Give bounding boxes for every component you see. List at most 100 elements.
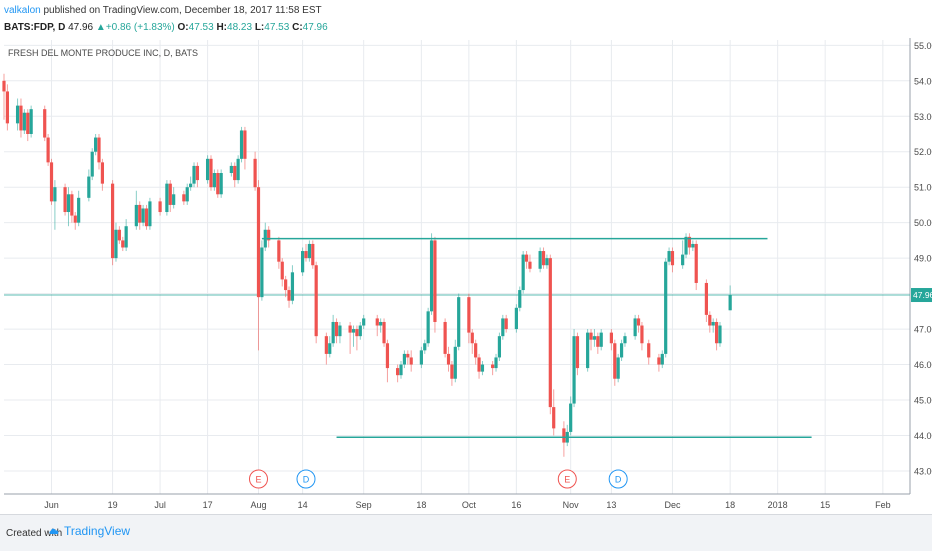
candle-body-up (538, 251, 542, 269)
candle-body-down (334, 321, 339, 337)
candle-body-up (124, 226, 128, 248)
x-tick-label: 19 (108, 500, 118, 510)
candle-body-down (216, 173, 220, 195)
dividend-label: D (615, 475, 622, 485)
candle-body-up (212, 173, 216, 188)
candle-body-down (168, 183, 172, 205)
candle-body-down (687, 236, 692, 248)
candle-body-up (229, 165, 233, 174)
candle-body-up (718, 325, 722, 344)
y-tick-label: 51.00 (914, 183, 932, 193)
candle-body-up (77, 197, 81, 223)
candle-body-down (287, 290, 291, 301)
candle-body-up (362, 318, 366, 326)
candle-body-up (351, 329, 356, 333)
candle-body-down (443, 321, 447, 354)
candle-body-up (66, 194, 71, 213)
x-tick-label: 13 (606, 500, 616, 510)
close-label: C: (292, 22, 303, 33)
candle-body-up (260, 247, 264, 298)
candle-body-up (402, 353, 407, 365)
candle-body-down (657, 357, 661, 365)
y-tick-label: 54.00 (914, 76, 932, 86)
author-link[interactable]: valkalon (4, 5, 41, 16)
earnings-circle (248, 469, 268, 489)
candle-body-down (477, 357, 481, 372)
candle-body-up (399, 364, 403, 376)
candle-body-up (457, 297, 461, 347)
candle-body-up (429, 240, 434, 312)
candle-body-down (562, 428, 566, 443)
publish-info: valkalon published on TradingView.com, D… (4, 5, 322, 16)
x-tick-label: 15 (820, 500, 830, 510)
candle-body-up (664, 261, 668, 354)
candle-body-down (117, 229, 121, 241)
change-text: +0.86 (+1.83%) (105, 22, 175, 33)
candle-body-up (616, 357, 620, 379)
earnings-label: E (564, 475, 570, 485)
candle-body-down (97, 137, 101, 163)
candle-body-down (304, 251, 308, 259)
candle-body-down (609, 332, 613, 344)
candle-body-up (599, 332, 603, 347)
x-tick-label: 18 (725, 500, 735, 510)
y-tick-label: 47.00 (914, 325, 932, 335)
footer: Created with TradingView (0, 514, 932, 551)
candle-body-up (331, 321, 335, 344)
candle-body-down (504, 318, 508, 330)
x-tick-label: 18 (416, 500, 426, 510)
candle-body-up (633, 318, 637, 337)
candle-body-up (94, 137, 98, 152)
candle-body-up (29, 109, 33, 134)
candle-body-down (70, 194, 74, 216)
candle-body-up (453, 346, 457, 379)
candle-body-down (209, 158, 213, 188)
candle-body-up (494, 357, 498, 369)
candle-body-up (141, 208, 145, 223)
candle-body-down (552, 407, 556, 429)
dividend-label: D (303, 475, 310, 485)
candle-body-down (138, 204, 142, 223)
candle-body-up (681, 254, 685, 266)
candle-body-up (148, 201, 152, 227)
candle-body-up (586, 332, 590, 369)
candle-body-down (49, 162, 54, 202)
candle-body-up (192, 165, 196, 184)
close-value: 47.96 (302, 22, 328, 33)
candle-body-down (284, 279, 288, 291)
candle-body-up (480, 364, 485, 372)
price-chart[interactable]: 55.0054.0053.0052.0051.0050.0049.0048.00… (0, 38, 932, 514)
publish-text: published on TradingView.com, December 1… (43, 5, 322, 16)
candle-body-up (691, 243, 695, 248)
chart-area[interactable]: 55.0054.0053.0052.0051.0050.0049.0048.00… (0, 38, 932, 514)
candle-body-down (158, 201, 162, 213)
candle-body-down (524, 254, 529, 262)
candle-body-down (311, 243, 315, 266)
dividend-circle (608, 469, 628, 489)
candle-body-up (165, 183, 169, 213)
candle-body-down (714, 321, 719, 344)
candle-body-down (575, 336, 580, 369)
candle-body-up (358, 325, 362, 337)
y-tick-label: 45.00 (914, 396, 932, 406)
chart-title: FRESH DEL MONTE PRODUCE INC, D, BATS (8, 48, 198, 58)
candle-body-up (301, 251, 305, 273)
candle-body-down (46, 137, 50, 163)
chart-header: valkalon published on TradingView.com, D… (0, 0, 932, 38)
candle-body-up (290, 272, 295, 301)
candle-body-down (2, 80, 6, 92)
x-tick-label: Aug (250, 500, 266, 510)
candle-body-down (100, 162, 105, 184)
last-price-text: 47.96 (68, 22, 94, 33)
tradingview-logo[interactable]: TradingView (48, 524, 130, 538)
candle-body-down (256, 187, 261, 298)
earnings-label: E (255, 475, 261, 485)
candle-body-down (110, 183, 115, 259)
low-label: L: (254, 22, 265, 33)
candle-body-up (328, 343, 332, 354)
candle-body-up (114, 229, 118, 259)
earnings-marker: E (557, 469, 577, 489)
candle-body-up (53, 187, 57, 202)
candle-body-up (239, 130, 244, 159)
symbol-label: BATS:FDP, D (4, 22, 66, 33)
